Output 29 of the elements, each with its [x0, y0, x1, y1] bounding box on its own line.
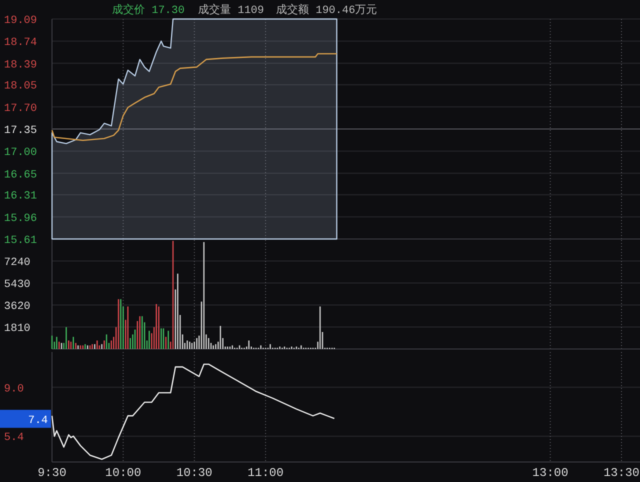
y-tick-label: 15.61 [4, 235, 38, 247]
y-tick-label: 19.09 [4, 15, 38, 27]
y-tick-label: 16.31 [4, 190, 38, 203]
y-tick-label: 18.39 [4, 59, 38, 72]
x-tick-label: 13:00 [532, 466, 568, 480]
y-tick-label: 5.4 [4, 432, 24, 444]
x-tick-label: 10:00 [105, 466, 142, 480]
value-marker: 7.4 [0, 410, 51, 428]
y-tick-label: 9.0 [4, 383, 24, 396]
text: 成交价 17.30 [112, 3, 185, 17]
y-tick-label: 17.00 [4, 147, 38, 160]
text: 成交量 1109 [198, 3, 264, 17]
y-tick-label: 7240 [4, 257, 30, 270]
line-series [51, 364, 335, 460]
line-series [51, 53, 338, 142]
y-tick-label: 18.74 [4, 37, 38, 50]
y-tick-label: 15.96 [4, 212, 38, 225]
y-tick-label: 3620 [4, 301, 30, 314]
y-tick-label: 18.05 [4, 80, 38, 93]
y-tick-label: 1810 [4, 323, 30, 336]
x-tick-label: 11:00 [248, 466, 284, 480]
x-tick-label: 9:30 [38, 466, 66, 480]
y-tick-label: 17.70 [4, 102, 38, 115]
y-tick-label: 17.35 [4, 125, 38, 137]
x-tick-label: 13:30 [603, 466, 640, 480]
y-tick-label: 16.65 [4, 169, 38, 182]
x-tick-label: 10:30 [176, 466, 212, 480]
y-tick-label: 5430 [4, 279, 30, 292]
text: 成交额 190.46万元 [276, 3, 378, 17]
